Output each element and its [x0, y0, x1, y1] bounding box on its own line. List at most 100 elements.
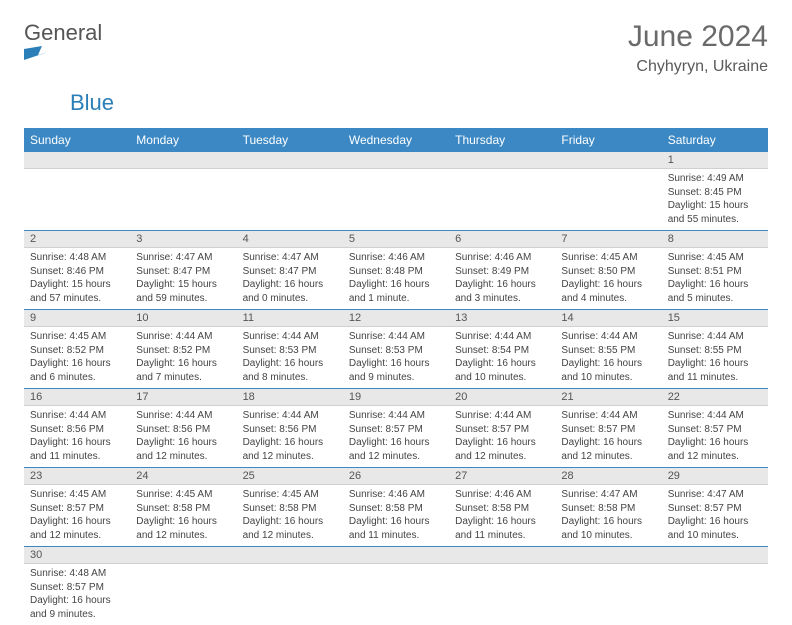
- sunrise-text: Sunrise: 4:44 AM: [455, 409, 549, 423]
- sunrise-text: Sunrise: 4:45 AM: [243, 488, 337, 502]
- logo-flag-icon: [24, 46, 114, 64]
- weekday-header: Friday: [555, 128, 661, 152]
- sunrise-text: Sunrise: 4:45 AM: [30, 330, 124, 344]
- sunrise-text: Sunrise: 4:44 AM: [455, 330, 549, 344]
- sunset-text: Sunset: 8:54 PM: [455, 344, 549, 358]
- day-number: 19: [343, 389, 449, 406]
- sunset-text: Sunset: 8:47 PM: [136, 265, 230, 279]
- sunrise-text: Sunrise: 4:46 AM: [455, 251, 549, 265]
- calendar-cell: 4Sunrise: 4:47 AMSunset: 8:47 PMDaylight…: [237, 231, 343, 310]
- day-details: Sunrise: 4:44 AMSunset: 8:55 PMDaylight:…: [555, 327, 661, 388]
- sunrise-text: Sunrise: 4:49 AM: [668, 172, 762, 186]
- daylight-text: Daylight: 16 hours and 12 minutes.: [30, 515, 124, 542]
- sunrise-text: Sunrise: 4:46 AM: [349, 488, 443, 502]
- day-details: Sunrise: 4:45 AMSunset: 8:50 PMDaylight:…: [555, 248, 661, 309]
- sunrise-text: Sunrise: 4:44 AM: [136, 409, 230, 423]
- day-number: 7: [555, 231, 661, 248]
- day-number: [662, 547, 768, 564]
- calendar-cell: 30Sunrise: 4:48 AMSunset: 8:57 PMDayligh…: [24, 547, 130, 625]
- calendar-cell: 9 Sunrise: 4:45 AMSunset: 8:52 PMDaylight…: [24, 310, 130, 389]
- logo-word2: Blue: [70, 90, 114, 115]
- daylight-text: Daylight: 16 hours and 12 minutes.: [668, 436, 762, 463]
- calendar-cell: 1Sunrise: 4:49 AMSunset: 8:45 PMDaylight…: [662, 152, 768, 231]
- logo: General Blue: [24, 20, 114, 116]
- calendar-cell: [555, 152, 661, 231]
- daylight-text: Daylight: 16 hours and 11 minutes.: [455, 515, 549, 542]
- day-number: 28: [555, 468, 661, 485]
- sunrise-text: Sunrise: 4:44 AM: [561, 409, 655, 423]
- daylight-text: Daylight: 16 hours and 4 minutes.: [561, 278, 655, 305]
- calendar-cell: [130, 547, 236, 625]
- calendar-body: 1Sunrise: 4:49 AMSunset: 8:45 PMDaylight…: [24, 152, 768, 625]
- day-number: 9: [24, 310, 130, 327]
- sunrise-text: Sunrise: 4:44 AM: [30, 409, 124, 423]
- daylight-text: Daylight: 16 hours and 10 minutes.: [668, 515, 762, 542]
- day-details: Sunrise: 4:45 AMSunset: 8:58 PMDaylight:…: [130, 485, 236, 546]
- daylight-text: Daylight: 16 hours and 9 minutes.: [30, 594, 124, 621]
- calendar-week-row: 1Sunrise: 4:49 AMSunset: 8:45 PMDaylight…: [24, 152, 768, 231]
- day-details: Sunrise: 4:44 AMSunset: 8:53 PMDaylight:…: [237, 327, 343, 388]
- day-number: 24: [130, 468, 236, 485]
- daylight-text: Daylight: 16 hours and 12 minutes.: [243, 515, 337, 542]
- day-details: Sunrise: 4:44 AMSunset: 8:57 PMDaylight:…: [662, 406, 768, 467]
- calendar-cell: [343, 152, 449, 231]
- daylight-text: Daylight: 16 hours and 11 minutes.: [668, 357, 762, 384]
- day-number: [343, 152, 449, 169]
- day-number: 22: [662, 389, 768, 406]
- calendar-cell: 22Sunrise: 4:44 AMSunset: 8:57 PMDayligh…: [662, 389, 768, 468]
- day-number: [555, 152, 661, 169]
- sunset-text: Sunset: 8:57 PM: [561, 423, 655, 437]
- daylight-text: Daylight: 16 hours and 12 minutes.: [243, 436, 337, 463]
- sunrise-text: Sunrise: 4:45 AM: [30, 488, 124, 502]
- daylight-text: Daylight: 16 hours and 5 minutes.: [668, 278, 762, 305]
- sunrise-text: Sunrise: 4:44 AM: [243, 330, 337, 344]
- day-details: Sunrise: 4:47 AMSunset: 8:47 PMDaylight:…: [130, 248, 236, 309]
- day-number: 20: [449, 389, 555, 406]
- day-number: 8: [662, 231, 768, 248]
- day-number: 27: [449, 468, 555, 485]
- sunset-text: Sunset: 8:53 PM: [243, 344, 337, 358]
- daylight-text: Daylight: 15 hours and 59 minutes.: [136, 278, 230, 305]
- sunset-text: Sunset: 8:58 PM: [455, 502, 549, 516]
- day-details: Sunrise: 4:45 AMSunset: 8:51 PMDaylight:…: [662, 248, 768, 309]
- sunset-text: Sunset: 8:46 PM: [30, 265, 124, 279]
- day-number: [449, 152, 555, 169]
- calendar-cell: 26Sunrise: 4:46 AMSunset: 8:58 PMDayligh…: [343, 468, 449, 547]
- calendar-cell: [555, 547, 661, 625]
- day-details: Sunrise: 4:46 AMSunset: 8:58 PMDaylight:…: [449, 485, 555, 546]
- day-number: [555, 547, 661, 564]
- day-details: Sunrise: 4:48 AMSunset: 8:46 PMDaylight:…: [24, 248, 130, 309]
- sunset-text: Sunset: 8:56 PM: [136, 423, 230, 437]
- day-number: 18: [237, 389, 343, 406]
- day-number: 14: [555, 310, 661, 327]
- sunset-text: Sunset: 8:58 PM: [561, 502, 655, 516]
- sunset-text: Sunset: 8:45 PM: [668, 186, 762, 200]
- daylight-text: Daylight: 16 hours and 12 minutes.: [136, 515, 230, 542]
- day-details: Sunrise: 4:45 AMSunset: 8:57 PMDaylight:…: [24, 485, 130, 546]
- day-number: 13: [449, 310, 555, 327]
- calendar-week-row: 23Sunrise: 4:45 AMSunset: 8:57 PMDayligh…: [24, 468, 768, 547]
- sunrise-text: Sunrise: 4:44 AM: [561, 330, 655, 344]
- title-block: June 2024 Chyhyryn, Ukraine: [628, 20, 768, 76]
- day-details: Sunrise: 4:48 AMSunset: 8:57 PMDaylight:…: [24, 564, 130, 625]
- day-details: Sunrise: 4:46 AMSunset: 8:48 PMDaylight:…: [343, 248, 449, 309]
- calendar-cell: 3Sunrise: 4:47 AMSunset: 8:47 PMDaylight…: [130, 231, 236, 310]
- sunrise-text: Sunrise: 4:46 AM: [455, 488, 549, 502]
- calendar-cell: 11Sunrise: 4:44 AMSunset: 8:53 PMDayligh…: [237, 310, 343, 389]
- calendar-cell: 25Sunrise: 4:45 AMSunset: 8:58 PMDayligh…: [237, 468, 343, 547]
- day-number: 23: [24, 468, 130, 485]
- daylight-text: Daylight: 16 hours and 0 minutes.: [243, 278, 337, 305]
- calendar-cell: [130, 152, 236, 231]
- daylight-text: Daylight: 15 hours and 55 minutes.: [668, 199, 762, 226]
- calendar-cell: [24, 152, 130, 231]
- calendar-cell: 10Sunrise: 4:44 AMSunset: 8:52 PMDayligh…: [130, 310, 236, 389]
- day-details: Sunrise: 4:47 AMSunset: 8:47 PMDaylight:…: [237, 248, 343, 309]
- day-number: 11: [237, 310, 343, 327]
- sunrise-text: Sunrise: 4:46 AM: [349, 251, 443, 265]
- sunrise-text: Sunrise: 4:44 AM: [349, 330, 443, 344]
- day-details: Sunrise: 4:44 AMSunset: 8:56 PMDaylight:…: [24, 406, 130, 467]
- sunset-text: Sunset: 8:52 PM: [30, 344, 124, 358]
- day-number: 12: [343, 310, 449, 327]
- daylight-text: Daylight: 16 hours and 6 minutes.: [30, 357, 124, 384]
- calendar-cell: 8Sunrise: 4:45 AMSunset: 8:51 PMDaylight…: [662, 231, 768, 310]
